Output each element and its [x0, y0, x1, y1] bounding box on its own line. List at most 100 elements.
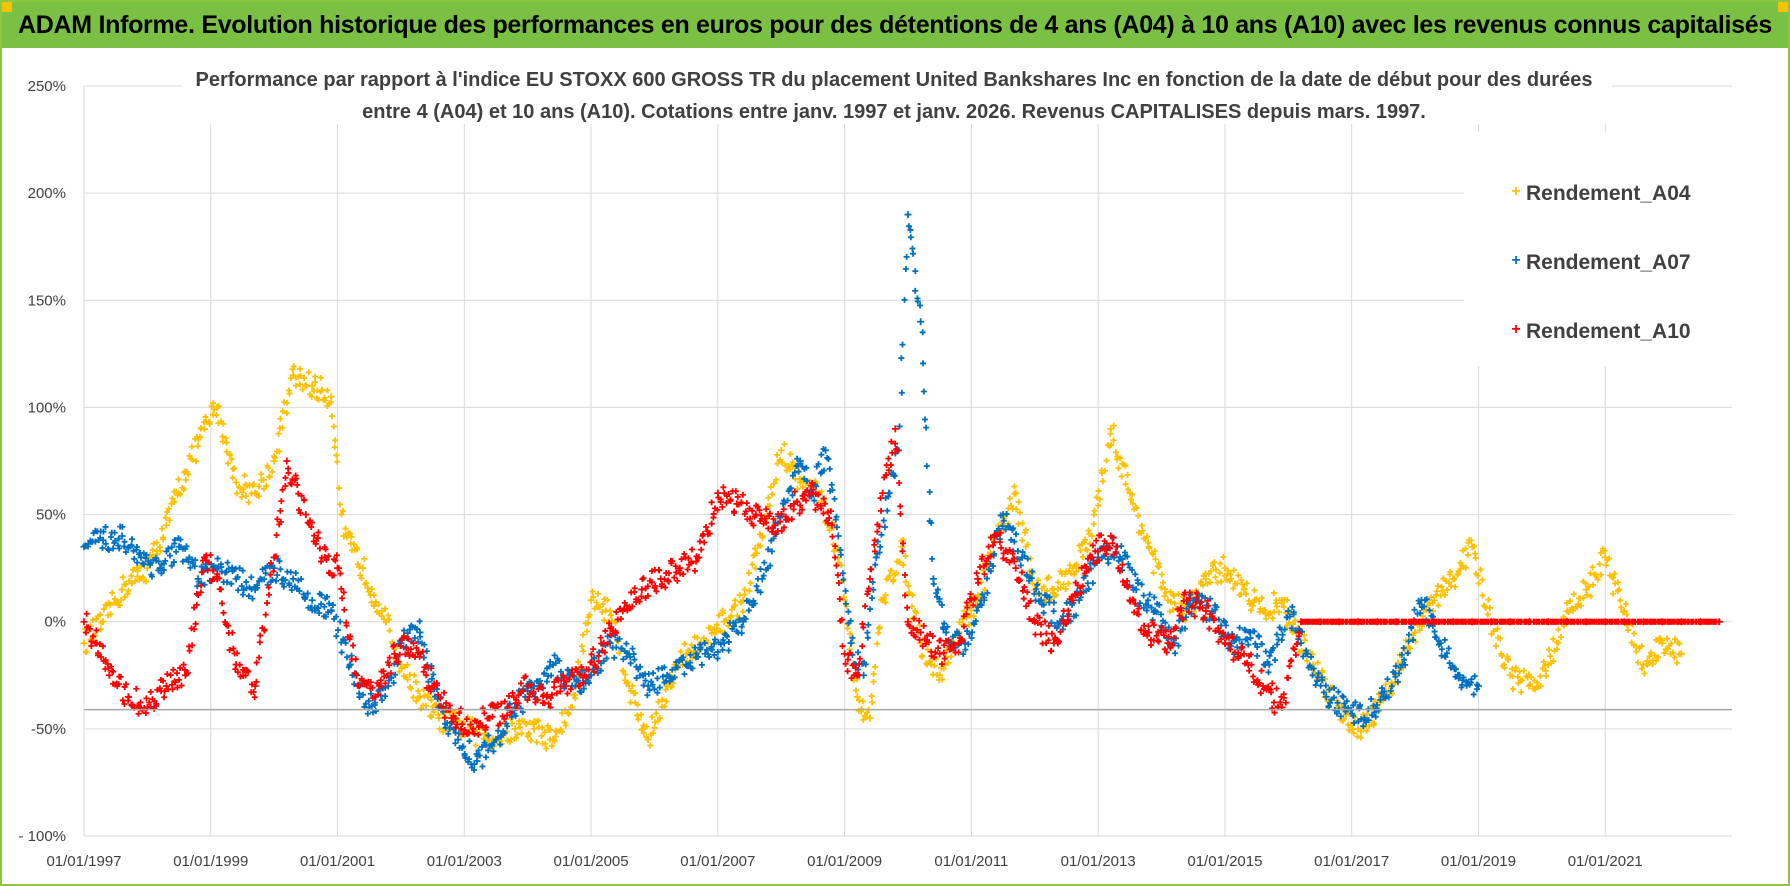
data-point-a10-fill — [117, 673, 124, 680]
data-point-a10-fill — [1093, 537, 1100, 544]
data-point-a07-fill — [286, 582, 293, 589]
data-point-a10-fill — [820, 510, 827, 517]
data-point-a07-fill — [1143, 607, 1150, 614]
data-point-a10-fill — [1101, 546, 1108, 553]
data-point-a07-fill — [416, 618, 423, 625]
data-point-a04-fill — [620, 667, 627, 674]
data-point-a04-fill — [1395, 659, 1402, 666]
data-point-a07 — [1474, 682, 1482, 690]
data-point-a07-fill — [1245, 641, 1252, 648]
data-point-a07-fill — [1236, 624, 1243, 631]
data-point-a10-fill — [285, 469, 292, 476]
data-point-a04-fill — [579, 631, 586, 638]
data-point-a07-fill — [269, 576, 276, 583]
data-point-a04-fill — [1129, 500, 1136, 507]
data-point-a04-fill — [1045, 574, 1052, 581]
data-point-a10-fill — [1135, 605, 1142, 612]
data-point-a04-fill — [1553, 646, 1560, 653]
data-point-a04-fill — [593, 599, 600, 606]
data-point-a07-fill — [603, 655, 610, 662]
data-point-a10-fill — [1201, 614, 1208, 621]
data-point-a07-fill — [1063, 600, 1070, 607]
data-point-a07-fill — [842, 600, 849, 607]
data-point-a10-fill — [177, 665, 184, 672]
data-point-a04-fill — [1086, 540, 1093, 547]
data-point-a10-fill — [1094, 548, 1101, 555]
data-point-a07-fill — [623, 640, 630, 647]
data-point-a10 — [1240, 650, 1248, 658]
data-point-a07-fill — [485, 747, 492, 754]
data-point-a04-fill — [1110, 422, 1117, 429]
data-point-a10-fill — [99, 643, 106, 650]
data-point-a07-fill — [1021, 553, 1028, 560]
data-point-a04-fill — [279, 424, 286, 431]
data-point-a10-fill — [769, 528, 776, 535]
banner-corner-left — [2, 2, 12, 12]
data-point-a04-fill — [890, 576, 897, 583]
data-point-a07-fill — [671, 674, 678, 681]
data-point-a04-fill — [1245, 597, 1252, 604]
data-point-a07-fill — [1236, 636, 1243, 643]
data-point-a04-fill — [1267, 610, 1274, 617]
data-point-a07-fill — [591, 654, 598, 661]
data-point-a10-fill — [912, 633, 919, 640]
data-point-a07-fill — [1073, 612, 1080, 619]
data-point-a07-fill — [228, 580, 235, 587]
data-point-a07-fill — [236, 565, 243, 572]
data-point-a07-fill — [367, 690, 374, 697]
data-point-a07 — [346, 661, 354, 669]
data-point-a04-fill — [863, 714, 870, 721]
data-point-a07-fill — [1255, 633, 1262, 640]
data-point-a04-fill — [422, 702, 429, 709]
data-point-a10-fill — [935, 645, 942, 652]
data-point-a04-fill — [1587, 593, 1594, 600]
data-point-a07-fill — [765, 546, 772, 553]
data-point-a10-fill — [161, 694, 168, 701]
data-point-a10-fill — [172, 679, 179, 686]
data-point-a04-fill — [269, 468, 276, 475]
data-point-a07-fill — [333, 613, 340, 620]
data-point-a07-fill — [689, 665, 696, 672]
data-point-a04-fill — [1118, 473, 1125, 480]
data-point-a04 — [1012, 489, 1020, 497]
data-point-a04-fill — [789, 459, 796, 466]
data-point-a04-fill — [713, 629, 720, 636]
data-point-a04-fill — [240, 486, 247, 493]
data-point-a07-fill — [637, 663, 644, 670]
data-point-a07-fill — [1471, 673, 1478, 680]
data-point-a10-fill — [1176, 612, 1183, 619]
data-point-a10-fill — [294, 481, 301, 488]
data-point-a07-fill — [512, 712, 519, 719]
data-point-a04-fill — [229, 474, 236, 481]
data-point-a04-fill — [283, 410, 290, 417]
data-point-a10-fill — [929, 633, 936, 640]
data-point-a04-fill — [1216, 569, 1223, 576]
data-point-a10-fill — [267, 559, 274, 566]
data-point-a04-fill — [1451, 576, 1458, 583]
data-point-a04-fill — [586, 611, 593, 618]
data-point-a07-fill — [1119, 556, 1126, 563]
data-point-a04-fill — [286, 390, 293, 397]
data-point-a10-fill — [868, 566, 875, 573]
data-point-a10-fill — [278, 498, 285, 505]
data-point-a10-fill — [218, 586, 225, 593]
data-point-a07-fill — [1350, 712, 1357, 719]
data-point-a04-fill — [1671, 654, 1678, 661]
data-point-a07-fill — [1124, 553, 1131, 560]
data-point-a04-fill — [659, 696, 666, 703]
data-point-a10-fill — [1103, 540, 1110, 547]
data-point-a07-fill — [661, 664, 668, 671]
data-point-a04-fill — [1497, 635, 1504, 642]
data-point-a04-fill — [1659, 637, 1666, 644]
data-point-a04-fill — [260, 476, 267, 483]
data-point-a10-fill — [763, 519, 770, 526]
data-point-a04-fill — [746, 588, 753, 595]
data-point-a07-fill — [1417, 610, 1424, 617]
data-point-a10-fill — [1021, 584, 1028, 591]
data-point-a10 — [1202, 607, 1210, 615]
data-point-a07-fill — [316, 610, 323, 617]
data-point-a10-fill — [481, 710, 488, 717]
data-point-a07-fill — [1000, 517, 1007, 524]
data-point-a10-fill — [723, 499, 730, 506]
data-point-a07-fill — [784, 497, 791, 504]
